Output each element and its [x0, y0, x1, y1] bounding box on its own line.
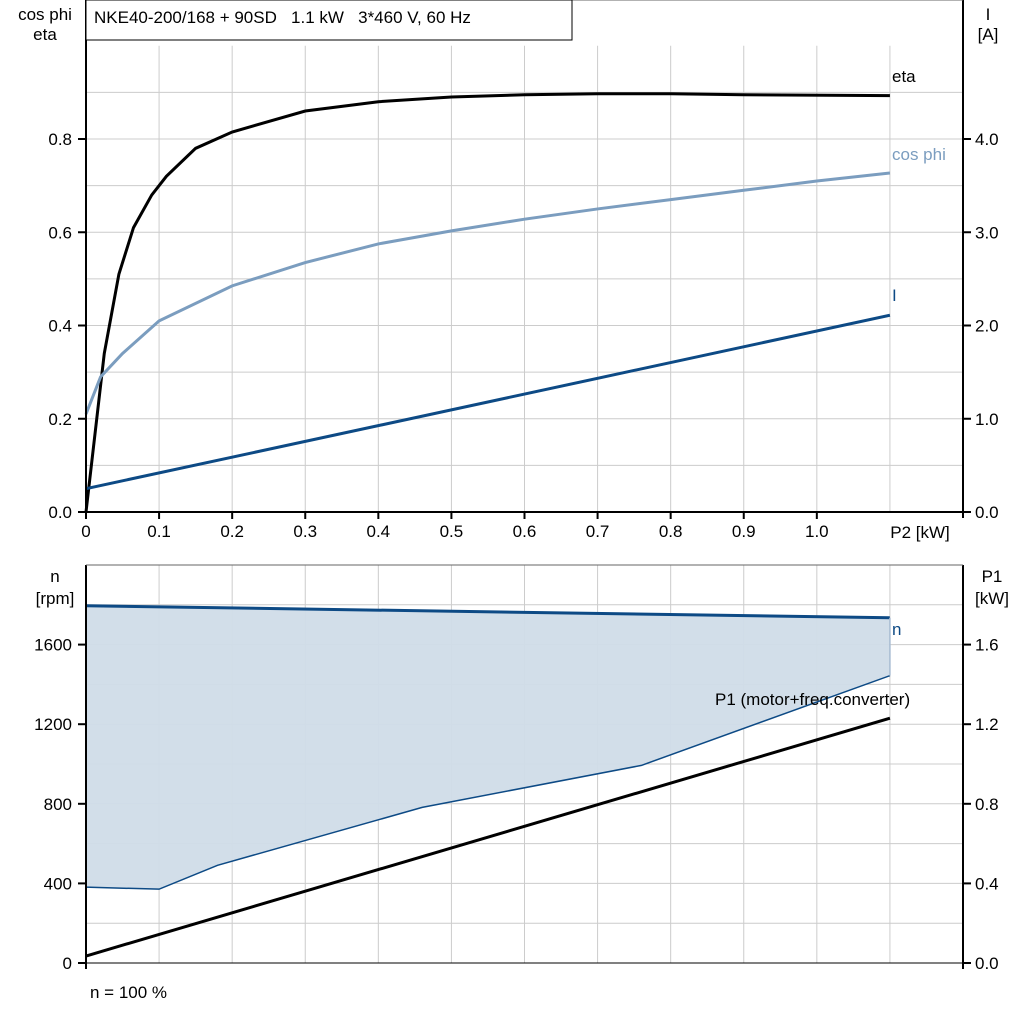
y-tick-label-right: 2.0 [975, 317, 999, 336]
y-tick-label-right: 0.0 [975, 954, 999, 973]
bottom-plot: 0 400 800 1200 1600 0.0 0.4 0.8 1.2 1.6 [34, 564, 999, 973]
x-tick-label: 0.2 [220, 522, 244, 541]
series-p1 [85, 716, 891, 958]
y-label-n-unit: [rpm] [36, 589, 75, 608]
y-label-cosphi: cos phi [18, 5, 72, 24]
y-label-p1-unit: [kW] [975, 589, 1009, 608]
x-tick-label: 0.1 [147, 522, 171, 541]
x-tick-label: 0.7 [586, 522, 610, 541]
top-plot: 0.0 0.2 0.4 0.6 0.8 0.0 1.0 2.0 3.0 4.0 0 0.1 0.2 0.3… [48, 0, 999, 541]
y-tick-label-left: 1200 [34, 715, 72, 734]
series-n-min [85, 674, 891, 890]
series-n-max [85, 604, 890, 620]
y-tick-label-left: 0.8 [48, 130, 72, 149]
x-tick-label: 1.0 [805, 522, 829, 541]
y-tick-label-right: 0.0 [975, 503, 999, 522]
y-tick-label-right: 1.6 [975, 636, 999, 655]
y-tick-label-right: 4.0 [975, 130, 999, 149]
series-I [85, 313, 891, 491]
y-tick-label-right: 3.0 [975, 223, 999, 242]
y-tick-label-right: 1.2 [975, 715, 999, 734]
y-label-eta: eta [33, 25, 57, 44]
title-box [85, 0, 573, 41]
x-tick-label: 0.4 [367, 522, 391, 541]
y-tick-label-right: 1.0 [975, 410, 999, 429]
label-n: n [892, 620, 901, 639]
x-label-p2: P2 [kW] [890, 523, 950, 542]
label-p1: P1 (motor+freq.converter) [715, 690, 910, 709]
label-cos-phi: cos phi [892, 145, 946, 164]
y-tick-label-left: 400 [44, 874, 72, 893]
x-tick-label: 0.5 [440, 522, 464, 541]
y-label-n: n [50, 567, 59, 586]
x-tick-label: 0.3 [293, 522, 317, 541]
x-tick-label: 0.6 [513, 522, 537, 541]
y-tick-label-left: 1600 [34, 636, 72, 655]
y-tick-label-right: 0.8 [975, 795, 999, 814]
x-tick-label: 0.9 [732, 522, 756, 541]
y-label-i: I [986, 5, 991, 24]
y-tick-label-left: 0 [63, 954, 72, 973]
label-i: I [892, 286, 897, 305]
label-eta: eta [892, 67, 916, 86]
y-tick-label-left: 0.0 [48, 503, 72, 522]
y-label-i-unit: [A] [978, 25, 999, 44]
y-tick-label-left: 0.2 [48, 410, 72, 429]
x-tick-label: 0.8 [659, 522, 683, 541]
y-tick-label-right: 0.4 [975, 874, 999, 893]
x-tick-label: 0 [81, 522, 90, 541]
y-label-p1: P1 [982, 567, 1003, 586]
y-tick-label-left: 0.4 [48, 317, 72, 336]
chart-title: NKE40-200/168 + 90SD 1.1 kW 3*460 V, 60 … [94, 8, 471, 27]
footnote: n = 100 % [90, 983, 167, 1002]
series-cos-phi [84, 171, 891, 415]
y-tick-label-left: 0.6 [48, 223, 72, 242]
speed-range-area [86, 605, 890, 890]
y-tick-label-left: 800 [44, 795, 72, 814]
series-eta [84, 92, 890, 513]
